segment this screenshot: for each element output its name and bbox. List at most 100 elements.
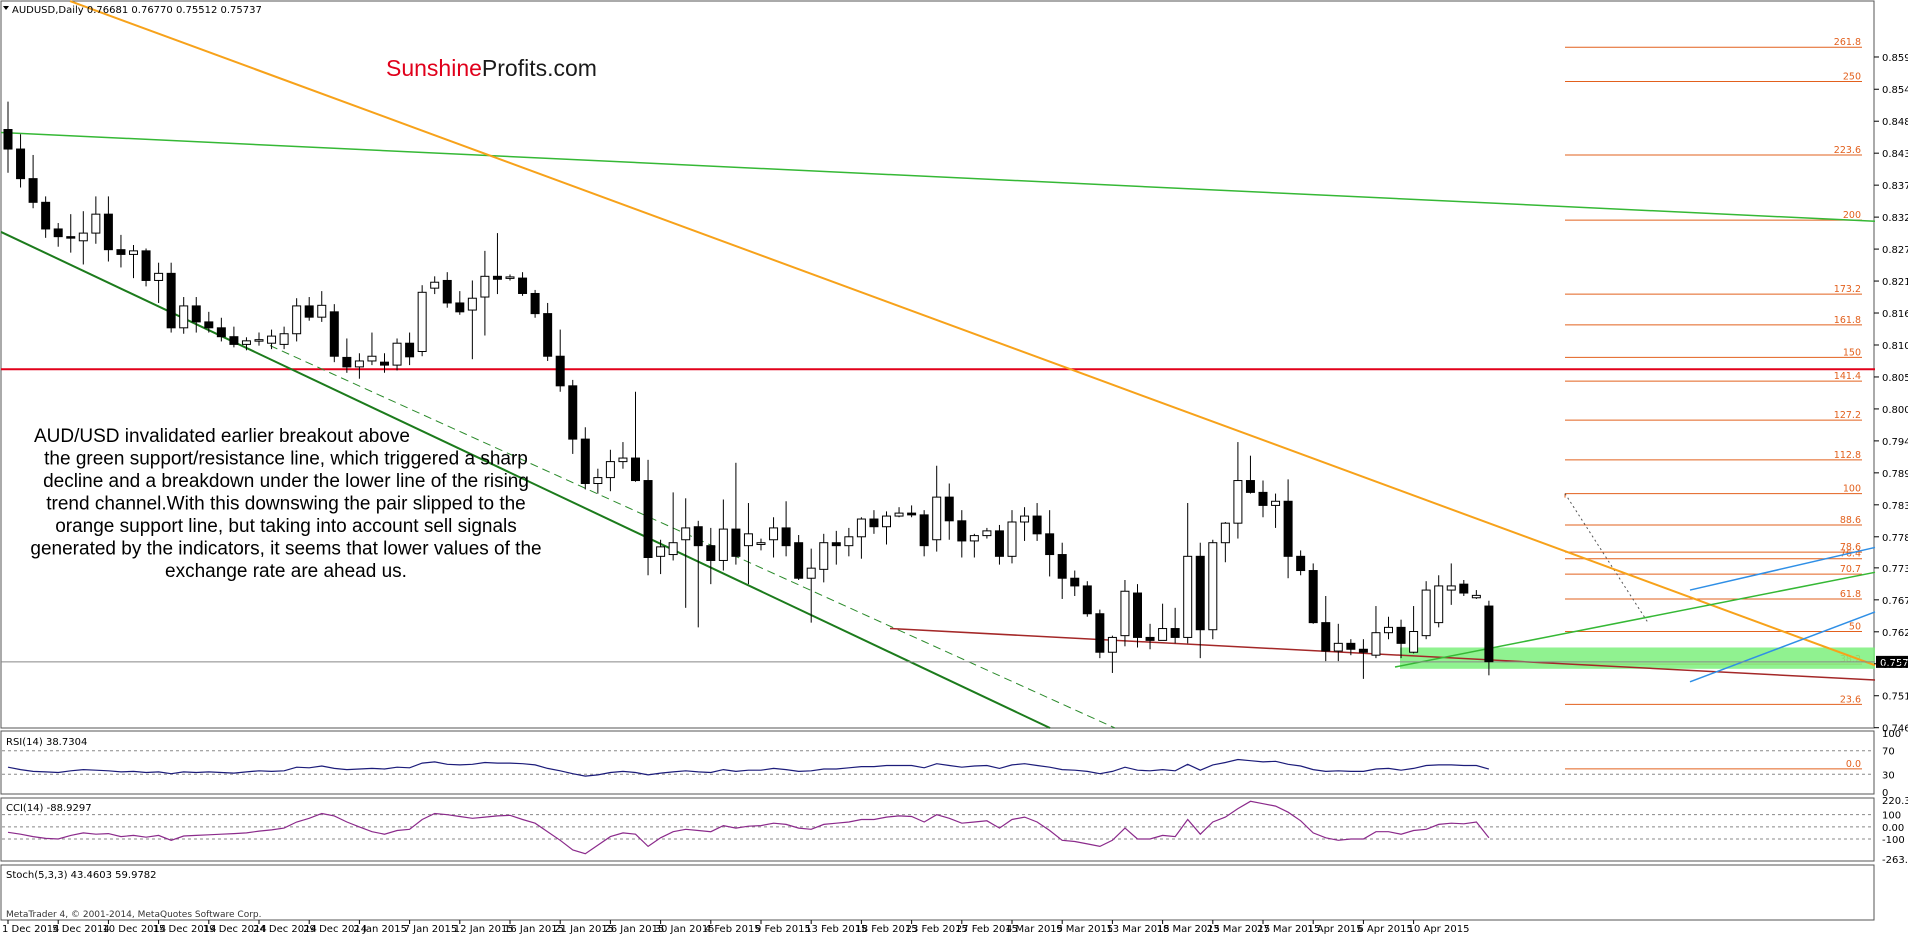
- annotation-line: the green support/resistance line, which…: [44, 449, 528, 470]
- candle-body: [505, 276, 515, 279]
- candle: [806, 548, 816, 623]
- candle-body: [769, 527, 779, 541]
- candle-body: [28, 178, 38, 203]
- candle: [1308, 563, 1318, 624]
- candle: [53, 223, 63, 247]
- date-tick-label: 9 Feb 2015: [755, 924, 811, 935]
- candle-body: [1208, 542, 1218, 631]
- candle-body: [681, 527, 691, 541]
- blue-channel-lower: [1689, 611, 1876, 683]
- fib-level-label: 223.6: [1834, 145, 1861, 156]
- candle: [756, 538, 766, 551]
- date-tick-label: 27 Feb 2015: [956, 924, 1018, 935]
- candle: [455, 291, 465, 315]
- cci-tick-label: 220.3725: [1882, 796, 1908, 807]
- candle: [116, 234, 126, 268]
- candle-body: [1057, 554, 1067, 579]
- candle-body: [844, 536, 854, 547]
- candle: [1045, 510, 1055, 577]
- candle: [367, 332, 377, 366]
- candle: [1396, 619, 1406, 659]
- candle: [568, 379, 578, 454]
- candle-body: [1484, 605, 1494, 663]
- candle: [1346, 639, 1356, 656]
- rsi-panel[interactable]: RSI(14) 38.7304 100 70 30 0: [0, 729, 1901, 799]
- fib-level-label: 161.8: [1834, 315, 1861, 326]
- candle: [405, 332, 415, 366]
- date-tick-label: 2 Jan 2015: [353, 924, 407, 935]
- candle-body: [856, 518, 866, 538]
- price-panel-frame: [0, 0, 1875, 729]
- date-tick-label: 10 Apr 2015: [1408, 924, 1470, 935]
- current-price-box: [1876, 655, 1908, 668]
- candle-body: [267, 335, 277, 344]
- candle-body: [129, 250, 138, 255]
- symbol-header: AUDUSD,Daily 0.76681 0.76770 0.75512 0.7…: [12, 5, 262, 16]
- price-tick-label: 0.75705: [1882, 660, 1908, 671]
- annotation-line: generated by the indicators, it seems th…: [30, 539, 541, 560]
- candle: [154, 262, 164, 303]
- candle: [179, 297, 189, 334]
- candle-body: [743, 533, 753, 547]
- candle: [1283, 479, 1293, 579]
- candle: [1471, 590, 1481, 599]
- candle-body: [1258, 491, 1268, 506]
- support-zone: [1400, 647, 1875, 669]
- candle-body: [204, 321, 214, 329]
- collapse-arrow-icon[interactable]: [3, 6, 9, 10]
- price-tick-label: 0.76245: [1882, 628, 1908, 639]
- rsi-panel-frame: [0, 730, 1875, 795]
- candle: [555, 329, 565, 392]
- candle-body: [1296, 555, 1306, 572]
- date-tick-label: 10 Dec 2014: [102, 924, 166, 935]
- candle-body: [568, 385, 578, 440]
- candle-body: [430, 281, 440, 289]
- candle: [317, 291, 327, 322]
- candle-body: [932, 496, 942, 541]
- candle-body: [1346, 642, 1356, 650]
- candle-body: [304, 305, 314, 318]
- fib-level-label: 70.7: [1840, 564, 1861, 575]
- candle: [994, 524, 1004, 565]
- candle: [16, 134, 26, 188]
- candle: [1271, 493, 1281, 528]
- stochastic-panel[interactable]: Stoch(5,3,3) 43.4603 59.9782 MetaTrader …: [0, 864, 1875, 921]
- candle-body: [1358, 648, 1368, 653]
- candle-body: [1045, 533, 1055, 556]
- candle: [1107, 635, 1117, 673]
- candle: [103, 196, 113, 262]
- annotation-text: AUD/USD invalidated earlier breakout abo…: [30, 426, 541, 582]
- candle-body: [1421, 589, 1431, 637]
- candle: [706, 527, 716, 585]
- cci-tick-label: 100: [1882, 811, 1901, 822]
- cci-tick-label: -100: [1882, 835, 1905, 846]
- rsi-tick-label: 100: [1882, 729, 1901, 740]
- candle-body: [417, 291, 427, 352]
- candle-body: [668, 542, 678, 556]
- candle: [1333, 623, 1343, 662]
- candle-body: [254, 339, 264, 342]
- fib-level-label: 173.2: [1834, 284, 1861, 295]
- candle: [1170, 607, 1180, 644]
- candle: [869, 510, 879, 534]
- orange-support-line: [69, 0, 1876, 667]
- fib-level-label: 76.4: [1840, 549, 1861, 560]
- price-panel[interactable]: 261.8 250 223.6 200 173.2 161.8 150 141.4 127.2 1…: [0, 0, 1908, 770]
- dark-red-line: [889, 627, 1876, 681]
- date-tick-label: 4 Mar 2015: [1006, 924, 1063, 935]
- candle-body: [380, 361, 389, 366]
- candle: [1245, 455, 1255, 494]
- candle-body: [1158, 628, 1168, 641]
- candle: [1409, 606, 1419, 654]
- candle-body: [831, 542, 841, 547]
- candle-body: [367, 355, 377, 362]
- candle: [530, 289, 540, 318]
- dark-green-line: [0, 231, 1051, 729]
- candle-body: [1032, 515, 1042, 535]
- candle-body: [154, 272, 164, 281]
- candle-body: [693, 526, 703, 547]
- candle: [216, 317, 226, 342]
